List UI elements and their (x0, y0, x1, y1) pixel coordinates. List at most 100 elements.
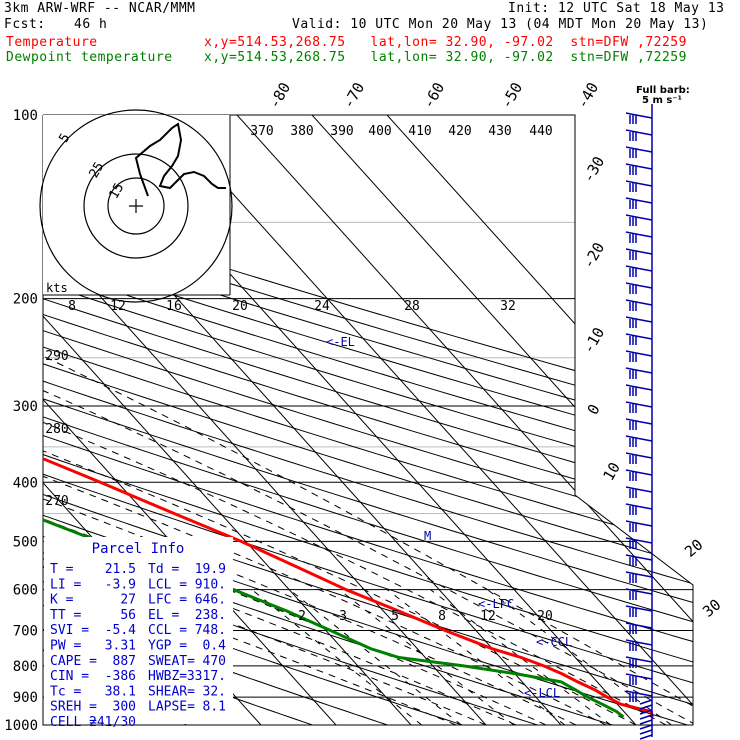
dewpoint-line (43, 115, 625, 719)
theta-label: 390 (330, 124, 353, 139)
isotherm-line (211, 115, 693, 725)
hodograph-speed-label: 20 (232, 299, 248, 314)
parcel-info-value: 21.5 (105, 562, 136, 577)
isotherm-tick-label: 30 (699, 595, 724, 620)
dry-adiabat-line (43, 115, 693, 725)
isotherm-tick-label: 20 (681, 535, 706, 560)
temperature-legend-info: x,y=514.53,268.75 lat,lon= 32.90, -97.02… (204, 35, 687, 50)
pressure-tick-label: 300 (13, 399, 38, 415)
dry-adiabat-line (43, 115, 693, 725)
mixing-ratio-label: 20 (537, 609, 553, 624)
pressure-tick-label: 900 (13, 690, 38, 706)
full-barb-legend: Full barb: 5 m s⁻¹ (636, 86, 690, 106)
parcel-info-value: 8.1 (203, 700, 226, 715)
parcel-info-value: YGP = (148, 639, 187, 654)
temperature-legend-label: Temperature (6, 35, 98, 50)
dewpoint-legend-info: x,y=514.53,268.75 lat,lon= 32.90, -97.02… (204, 50, 687, 65)
theta-label: 270 (45, 494, 68, 509)
moist-adiabat-line (43, 298, 517, 725)
parcel-info-value: 300 (113, 700, 136, 715)
parcel-info-value: LI = (50, 577, 81, 592)
parcel-info-value: CAPE = (50, 654, 97, 669)
hodograph-ring-label: 15 (107, 181, 128, 202)
isotherm-tick-label: -50 (497, 79, 526, 111)
theta-label: 370 (250, 124, 273, 139)
pressure-tick-label: 500 (13, 534, 38, 550)
isotherm-tick-label: -30 (579, 153, 608, 185)
hodograph-speed-label: 12 (110, 299, 126, 314)
dry-adiabat-line (43, 115, 693, 725)
isotherm-tick-label: -60 (419, 79, 448, 111)
forecast-hours: 46 h (74, 17, 108, 32)
dry-adiabat-line (43, 115, 427, 725)
dry-adiabat-line (43, 115, 693, 725)
parcel-info-value: CIN = (50, 669, 89, 684)
dewpoint-legend-label: Dewpoint temperature (6, 50, 173, 65)
mixing-ratio-line (430, 589, 612, 725)
parcel-info-value: -3.9 (105, 577, 136, 592)
parcel-info-value: 3.31 (105, 639, 136, 654)
dry-adiabat-line (43, 115, 693, 725)
hodograph-ring (83, 153, 189, 259)
mixing-ratio-line (386, 589, 566, 725)
dry-adiabat-line (43, 115, 693, 725)
pressure-tick-label: 800 (13, 659, 38, 675)
moist-adiabat-line (43, 298, 547, 725)
parcel-info-value: T = (50, 562, 74, 577)
model-title: 3km ARW-WRF -- NCAR/MMM (4, 1, 196, 16)
theta-label: 440 (529, 124, 552, 139)
moist-adiabat-line (43, 298, 693, 725)
isotherm-tick-label: -10 (579, 324, 608, 356)
hodograph-speed-label: 16 (166, 299, 182, 314)
dry-adiabat-line (43, 115, 693, 725)
wind-barb (639, 729, 653, 735)
dry-adiabat-line (43, 115, 693, 725)
level-marker-lcl: <-LCL (524, 686, 560, 700)
pressure-tick-label: 200 (13, 292, 38, 308)
full-barb-label: Full barb: (636, 85, 690, 96)
parcel-info-title: Parcel Info (92, 541, 185, 557)
parcel-info-value: CCL = (148, 623, 187, 638)
parcel-info-value: 238. (195, 608, 226, 623)
parcel-info-value: Td = (148, 562, 179, 577)
parcel-info-value: PW = (50, 639, 81, 654)
mixing-ratio-label: 5 (391, 609, 399, 624)
theta-label: 400 (368, 124, 391, 139)
wind-barb (639, 709, 653, 715)
dry-adiabat-line (43, 115, 693, 725)
parcel-info-value: 470 (203, 654, 226, 669)
parcel-info-value: 19.9 (195, 562, 226, 577)
pressure-tick-label: 600 (13, 583, 38, 599)
parcel-info-value: CELL = (50, 715, 97, 730)
pressure-tick-label: 700 (13, 624, 38, 640)
level-marker-m: M (424, 529, 431, 543)
parcel-info-value: Tc = (50, 684, 81, 699)
dry-adiabat-line (43, 115, 693, 725)
wind-barb (639, 719, 653, 725)
theta-label: 280 (45, 422, 68, 437)
dry-adiabat-line (43, 115, 693, 725)
level-marker-lfc: <-LFC (478, 597, 514, 611)
hodograph-speed-label: 28 (404, 299, 420, 314)
parcel-info-value: SHEAR= (148, 684, 195, 699)
valid-time: Valid: 10 UTC Mon 20 May 13 (04 MDT Mon … (292, 17, 709, 32)
hodograph-speed-label: 32 (500, 299, 516, 314)
hodograph-ring (39, 109, 233, 303)
parcel-info-value: 910. (195, 577, 226, 592)
isotherm-tick-label: -70 (339, 79, 368, 111)
parcel-info-value: 0.4 (203, 639, 227, 654)
dry-adiabat-line (43, 115, 693, 725)
parcel-info-value: -5.4 (105, 623, 136, 638)
isotherm-line (136, 115, 693, 725)
mixing-ratio-label: 12 (480, 609, 496, 624)
theta-label: 380 (290, 124, 313, 139)
temperature-line (43, 115, 655, 718)
parcel-info-value: 646. (195, 593, 226, 608)
isotherm-tick-label: -80 (265, 79, 294, 111)
mixing-ratio-label: 8 (438, 609, 446, 624)
forecast-label: Fcst: (4, 17, 46, 32)
parcel-info-value: LAPSE= (148, 700, 195, 715)
full-barb-value: 5 m s⁻¹ (642, 95, 682, 106)
parcel-info-value: 38.1 (105, 684, 136, 699)
